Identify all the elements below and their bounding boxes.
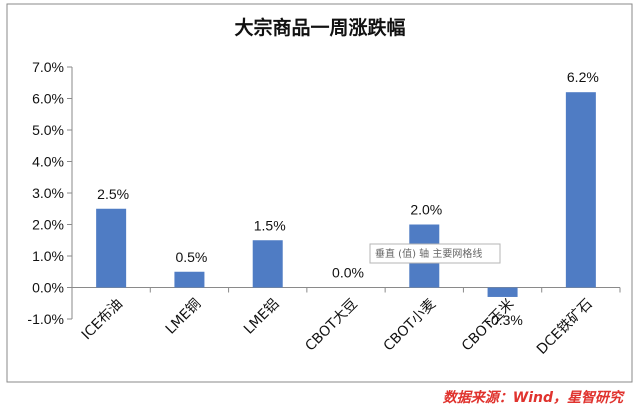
y-tick-label: 3.0% — [32, 185, 64, 201]
chart-title: 大宗商品一周涨跌幅 — [234, 16, 405, 39]
tooltip-text: 垂直 (值) 轴 主要网格线 — [375, 247, 482, 260]
data-label: 1.5% — [254, 217, 286, 233]
gridline-tooltip: 垂直 (值) 轴 主要网格线 — [369, 243, 501, 264]
y-tick-label: 7.0% — [32, 59, 64, 75]
y-axis: 7.0% 6.0% 5.0% 4.0% 3.0% 2.0% 1.0% 0.0% -1.0% — [27, 59, 73, 327]
y-tick-label: 0.0% — [32, 280, 64, 296]
x-axis — [71, 287, 621, 293]
bar — [487, 287, 518, 297]
y-tick-label: 4.0% — [32, 154, 64, 170]
y-tick-label: 1.0% — [32, 248, 64, 264]
data-label: 2.0% — [410, 202, 442, 218]
bar — [174, 271, 205, 288]
source-note: 数据来源：Wind，星智研究 — [443, 389, 625, 406]
bar — [565, 92, 596, 288]
bar — [252, 240, 283, 288]
y-tick-label: -1.0% — [27, 311, 64, 327]
chart-border — [6, 3, 633, 383]
y-tick-label: 5.0% — [32, 122, 64, 138]
bar — [96, 208, 127, 288]
data-label: -0.3% — [486, 312, 523, 328]
data-label: 0.5% — [175, 249, 207, 265]
data-label: 2.5% — [97, 186, 129, 202]
data-label: 0.0% — [332, 265, 364, 281]
tooltip-box — [369, 243, 501, 264]
data-label: 6.2% — [567, 69, 599, 85]
data-labels: 2.5% 0.5% 1.5% 0.0% 2.0% -0.3% 6.2% — [97, 69, 599, 328]
y-tick-label: 6.0% — [32, 91, 64, 107]
y-tick-label: 2.0% — [32, 217, 64, 233]
